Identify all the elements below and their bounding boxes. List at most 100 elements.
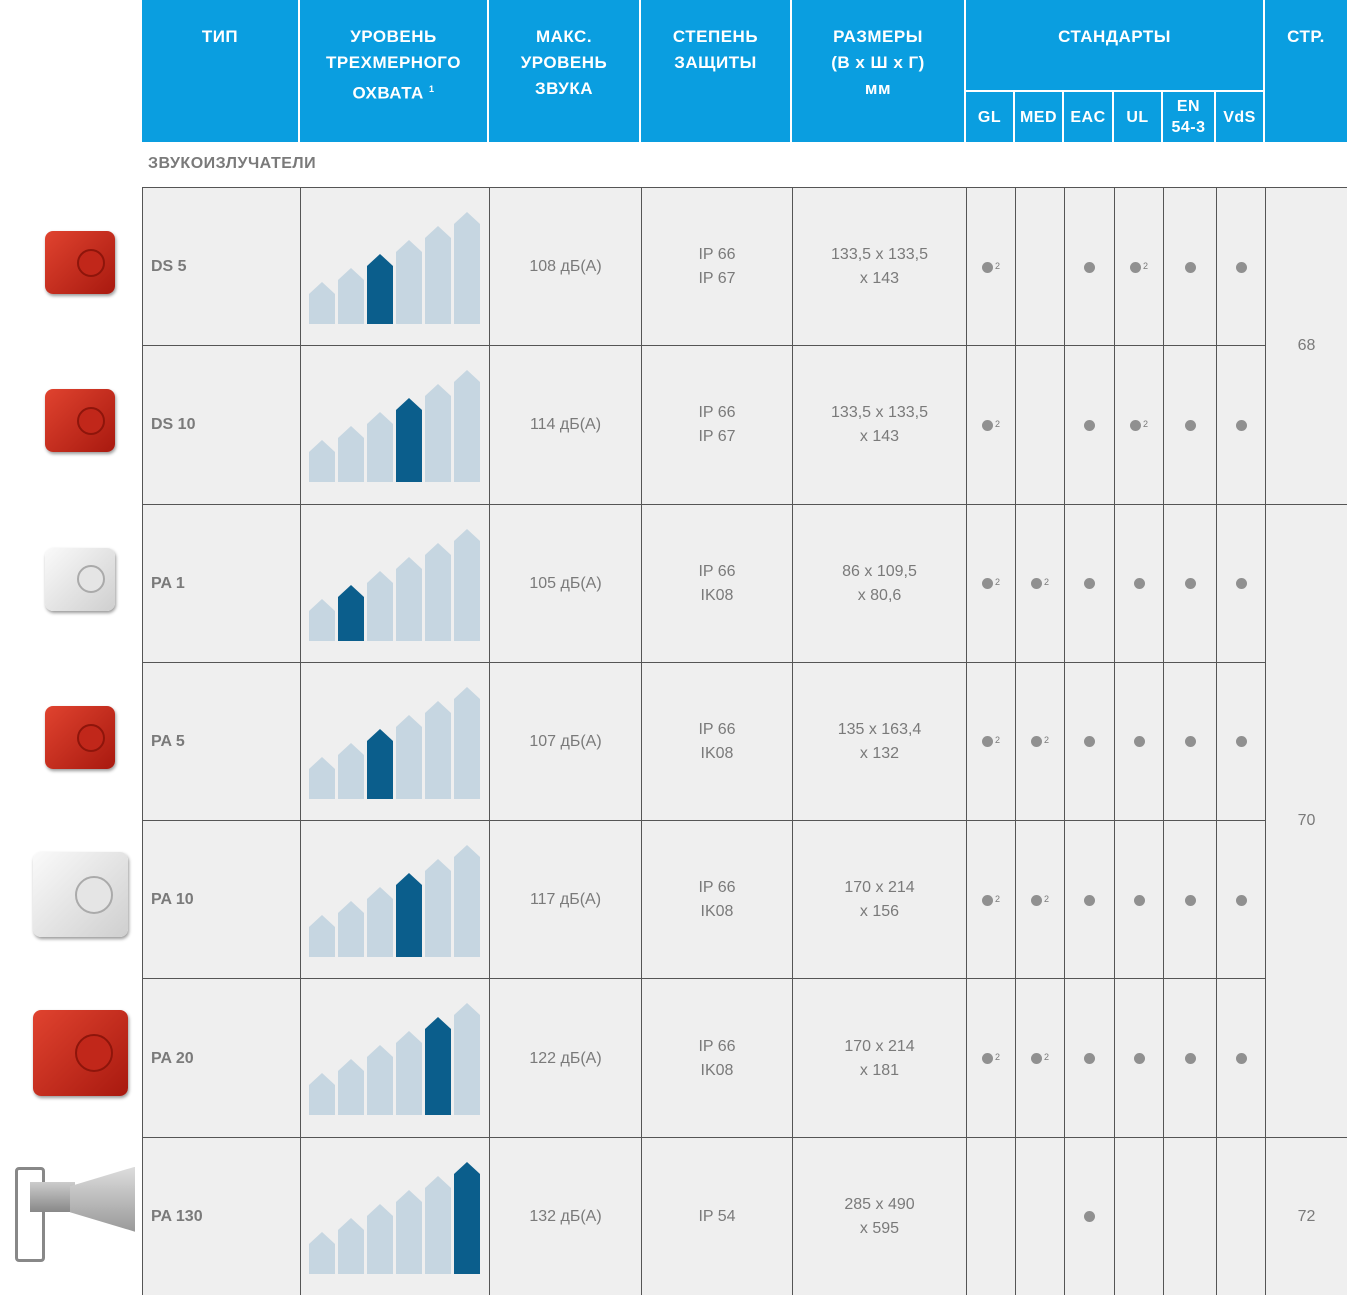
standard-cell (966, 1136, 1015, 1295)
standard-mark: 2 (1129, 418, 1148, 431)
level-bar (454, 212, 480, 324)
standard-cell (1015, 187, 1064, 347)
header-cell: СТЕПЕНЬ ЗАЩИТЫ (641, 0, 792, 142)
standard-cell: 2 (1015, 661, 1064, 822)
standard-mark (1184, 736, 1196, 748)
standard-mark (1235, 419, 1247, 431)
header-line: ОХВАТА 1 (352, 83, 435, 103)
standard-cell: 2 (1114, 345, 1163, 505)
level-chart (309, 370, 480, 483)
size-cell: 86 x 109,5 x 80,6 (792, 503, 966, 663)
standard-mark (1184, 1053, 1196, 1065)
footnote-mark: 2 (1043, 1052, 1049, 1063)
header-line: СТЕПЕНЬ (672, 27, 759, 46)
standard-cell (1114, 820, 1163, 980)
standard-cell (1216, 345, 1265, 505)
standard-header: EN 54-3 (1163, 90, 1216, 142)
dot (1184, 578, 1196, 590)
level-bar-active (396, 398, 422, 483)
standard-mark: 2 (1030, 577, 1049, 590)
header-line: ТИП (201, 27, 239, 46)
level-bar (338, 901, 364, 958)
standard-cell (1114, 1136, 1163, 1295)
level-bar (309, 282, 335, 324)
header-line: ЗВУКА (534, 79, 593, 98)
standard-cell (1064, 978, 1114, 1138)
standard-cell (1216, 1136, 1265, 1295)
product-image (75, 875, 114, 914)
standard-cell: 2 (966, 661, 1015, 822)
level-bar (338, 742, 364, 799)
protection-line: IK08 (700, 744, 734, 762)
standard-cell: 2 (1015, 503, 1064, 663)
size-line: x 143 (859, 270, 900, 288)
dot (1030, 578, 1042, 590)
standard-cell (1163, 187, 1216, 347)
protection-cell: IP 54 (641, 1136, 792, 1295)
standard-cell (1216, 187, 1265, 347)
footnote-mark: 2 (1043, 577, 1049, 588)
standard-mark (1084, 1211, 1095, 1223)
product-type: PA 5 (142, 661, 300, 822)
level-bar (454, 686, 480, 799)
level-cell (300, 820, 489, 980)
level-bar (425, 542, 451, 641)
protection-cell: IP 66 IK08 (641, 503, 792, 663)
protection-cell: IP 66 IK08 (641, 978, 792, 1138)
dot (1133, 1053, 1145, 1065)
dot (1030, 1053, 1042, 1065)
page-ref: 68 (1265, 187, 1347, 505)
standard-mark: 2 (981, 894, 1000, 906)
standard-cell (1064, 661, 1114, 822)
level-cell (300, 661, 489, 822)
sound-level: 117 дБ(А) (529, 891, 602, 909)
sound-level: 105 дБ(А) (529, 574, 602, 592)
dot (1030, 736, 1042, 748)
standard-header: VdS (1216, 90, 1265, 142)
dot (1235, 894, 1247, 906)
level-cell (300, 1136, 489, 1295)
size-cell: 133,5 x 133,5 x 143 (792, 187, 966, 347)
size-line: x 143 (859, 428, 900, 446)
sound-cell: 117 дБ(А) (489, 820, 641, 980)
size-line: 133,5 x 133,5 (831, 404, 928, 422)
protection-line: IK08 (700, 586, 734, 604)
product-image (75, 1033, 114, 1072)
standard-mark (1184, 578, 1196, 590)
size-line: x 181 (859, 1061, 900, 1079)
standard-mark: 2 (981, 578, 1000, 590)
level-bar (309, 1231, 335, 1274)
level-cell (300, 978, 489, 1138)
standard-header: GL (966, 90, 1015, 142)
standard-mark (1133, 1053, 1145, 1065)
standard-line: MED (1019, 108, 1058, 126)
standard-cell (1216, 661, 1265, 822)
level-bar (425, 384, 451, 483)
header-line: мм (864, 79, 892, 98)
level-bar (367, 887, 393, 958)
standard-mark (1184, 419, 1196, 431)
size-cell: 170 x 214 x 156 (792, 820, 966, 980)
footnote-mark: 2 (1142, 418, 1148, 429)
dot (1235, 419, 1247, 431)
standard-line: EAC (1070, 108, 1106, 126)
standard-cell (1064, 1136, 1114, 1295)
level-bar (367, 1045, 393, 1116)
standard-cell (1163, 820, 1216, 980)
level-bar (338, 268, 364, 324)
standard-cell: 2 (1015, 820, 1064, 980)
size-line: x 595 (859, 1219, 900, 1237)
dot (1184, 261, 1196, 273)
standard-cell (1163, 978, 1216, 1138)
level-chart (309, 845, 480, 958)
protection-line: IP 66 (698, 720, 736, 738)
footnote-mark: 2 (1142, 260, 1148, 271)
size-cell: 285 x 490 x 595 (792, 1136, 966, 1295)
dot (1184, 894, 1196, 906)
standard-mark (1084, 1053, 1095, 1065)
protection-line: IK08 (700, 1061, 734, 1079)
level-chart (309, 528, 480, 641)
product-type: DS 5 (142, 187, 300, 347)
protection-line: IP 66 (698, 562, 736, 580)
